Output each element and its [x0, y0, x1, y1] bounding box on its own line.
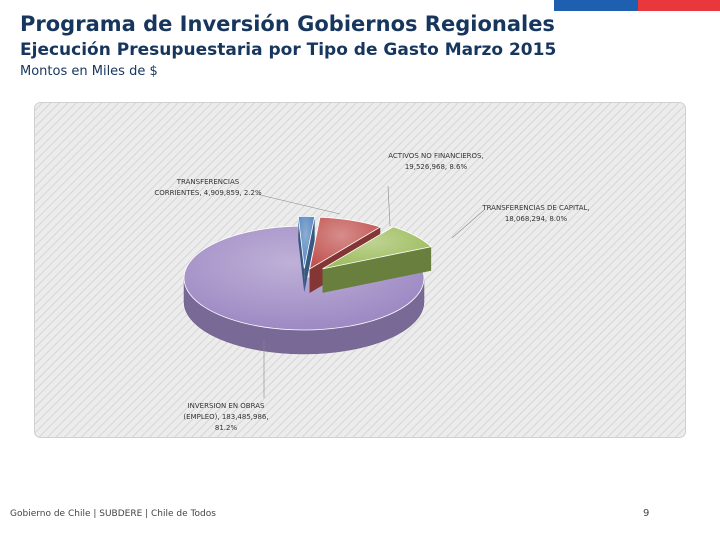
slice-label-line: CORRIENTES, 4,909,859, 2.2% — [154, 189, 262, 197]
slice-label-line: ACTIVOS NO FINANCIEROS, — [388, 152, 483, 160]
pie-slice-face — [298, 216, 305, 293]
leader-line — [387, 185, 391, 227]
leader-line — [451, 209, 485, 239]
slice-label: ACTIVOS NO FINANCIEROS, 19,526,968, 8.6% — [388, 152, 483, 171]
page-number: 9 — [643, 508, 650, 519]
slice-label-line: 81.2% — [215, 424, 238, 432]
flag-blue-bar — [554, 0, 638, 11]
chart-panel: INVERSION EN OBRAS (EMPLEO), 183,485,986,… — [34, 102, 686, 438]
pie-slice-shine — [298, 216, 315, 269]
slice-label-line: TRANSFERENCIAS — [176, 178, 240, 186]
pie-slice-face — [322, 246, 432, 293]
slice-label-line: 18,068,294, 8.0% — [505, 215, 568, 223]
pie-slice-2 — [297, 216, 316, 293]
slice-label-line: (EMPLEO), 183,485,986, — [183, 413, 268, 421]
slide-title: Programa de Inversión Gobiernos Regional… — [20, 12, 555, 36]
slice-label-line: 19,526,968, 8.6% — [405, 163, 468, 171]
slide-subtitle: Ejecución Presupuestaria por Tipo de Gas… — [20, 40, 557, 60]
pie-slice-shine — [322, 226, 432, 269]
pie-chart: INVERSION EN OBRAS (EMPLEO), 183,485,986,… — [34, 102, 686, 438]
footer-text: Gobierno de Chile | SUBDERE | Chile de T… — [10, 509, 216, 519]
leader-line — [255, 193, 341, 215]
slice-label-line: TRANSFERENCIAS DE CAPITAL, — [481, 204, 589, 212]
units-note: Montos en Miles de $ — [20, 64, 158, 79]
pie-slice-face — [304, 216, 315, 293]
slice-label-line: INVERSION EN OBRAS — [188, 402, 265, 410]
pie-slice-4 — [322, 226, 432, 293]
pie-slice-shine — [309, 217, 381, 270]
slice-label: TRANSFERENCIAS DE CAPITAL, 18,068,294, 8.… — [481, 204, 589, 223]
slice-label: INVERSION EN OBRAS (EMPLEO), 183,485,986,… — [183, 402, 268, 432]
flag-red-bar — [638, 0, 720, 11]
slice-label: TRANSFERENCIAS CORRIENTES, 4,909,859, 2.2… — [154, 178, 262, 197]
